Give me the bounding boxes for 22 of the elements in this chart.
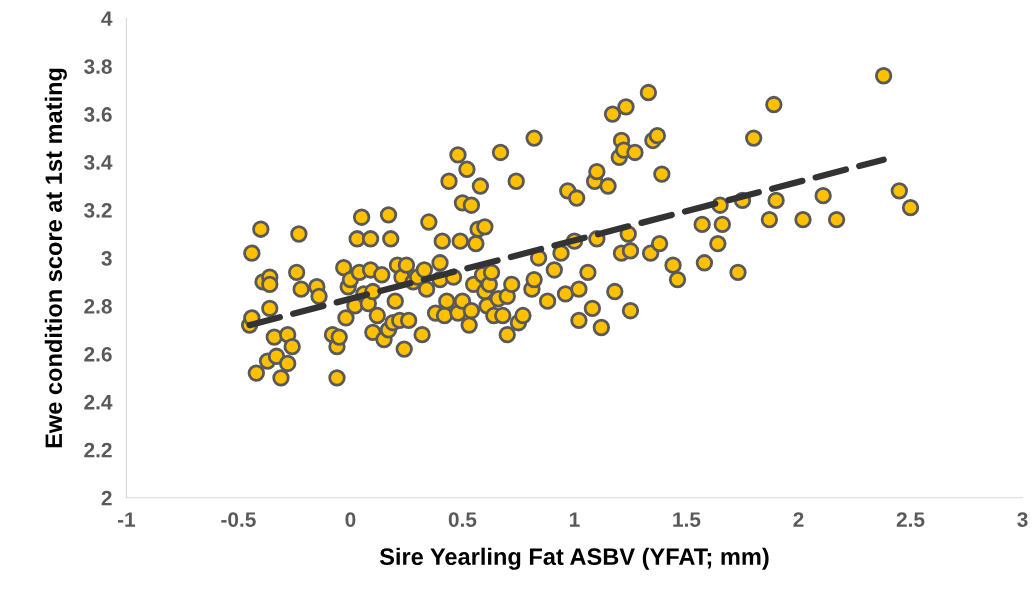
y-tick-label: 2.4	[84, 394, 113, 410]
y-axis-title: Ewe condition score at 1st mating	[44, 68, 67, 448]
x-tick-label: 1	[569, 512, 580, 527]
y-tick-label: 3	[101, 250, 112, 266]
x-tick-label: 2.5	[896, 512, 925, 527]
y-tick-label: 2	[101, 490, 112, 506]
y-tick-label: 3.6	[84, 107, 112, 122]
x-tick-label: 2	[793, 512, 804, 527]
x-tick-label: 1.5	[673, 512, 701, 527]
y-tick-label: 4	[101, 11, 113, 26]
x-tick-label: 0.5	[448, 512, 477, 527]
y-tick-label: 2.8	[84, 298, 112, 314]
y-tick-label: 3.4	[84, 155, 113, 170]
y-tick-label: 2.2	[84, 442, 112, 458]
x-tick-label: 3	[1017, 512, 1028, 527]
x-tick-label: -1	[117, 512, 136, 527]
x-tick-label: -0.5	[221, 512, 256, 527]
x-tick-label: 0	[345, 512, 356, 527]
y-tick-label: 3.8	[84, 59, 112, 74]
x-axis-title: Sire Yearling Fat ASBV (YFAT; mm)	[379, 547, 769, 570]
y-tick-label: 3.2	[84, 203, 112, 218]
y-tick-label: 2.6	[84, 346, 112, 362]
